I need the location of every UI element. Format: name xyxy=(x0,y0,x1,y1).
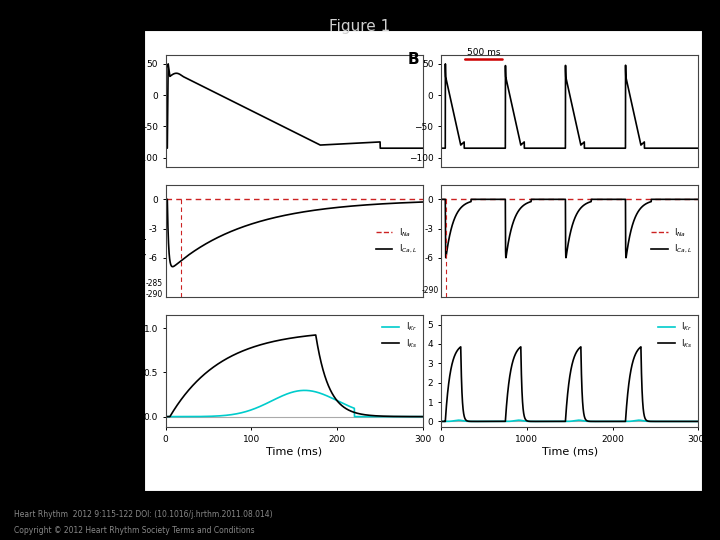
Text: -290: -290 xyxy=(145,291,163,299)
Text: B: B xyxy=(408,52,419,68)
Text: Heart Rhythm  2012 9:115-122 DOI: (10.1016/j.hrthm.2011.08.014): Heart Rhythm 2012 9:115-122 DOI: (10.101… xyxy=(14,510,273,519)
Y-axis label: pA/pF: pA/pF xyxy=(136,227,146,255)
Text: Copyright © 2012 Heart Rhythm Society Terms and Conditions: Copyright © 2012 Heart Rhythm Society Te… xyxy=(14,525,255,535)
Y-axis label: V(mV): V(mV) xyxy=(120,96,130,126)
Legend: I$_{Kr}$, I$_{Ks}$: I$_{Kr}$, I$_{Ks}$ xyxy=(381,319,419,352)
Legend: I$_{Na}$, I$_{Ca,L}$: I$_{Na}$, I$_{Ca,L}$ xyxy=(374,225,419,257)
X-axis label: Time (ms): Time (ms) xyxy=(266,447,323,457)
Text: -290: -290 xyxy=(421,286,438,295)
X-axis label: Time (ms): Time (ms) xyxy=(541,447,598,457)
Legend: I$_{Na}$, I$_{Ca,L}$: I$_{Na}$, I$_{Ca,L}$ xyxy=(649,225,694,257)
Legend: I$_{Kr}$, I$_{Ks}$: I$_{Kr}$, I$_{Ks}$ xyxy=(656,319,694,352)
Text: Figure 1: Figure 1 xyxy=(329,19,391,34)
Text: A: A xyxy=(114,52,126,68)
Text: -285: -285 xyxy=(146,279,163,288)
Text: 500 ms: 500 ms xyxy=(467,48,500,57)
Y-axis label: pA/pF: pA/pF xyxy=(131,357,141,385)
